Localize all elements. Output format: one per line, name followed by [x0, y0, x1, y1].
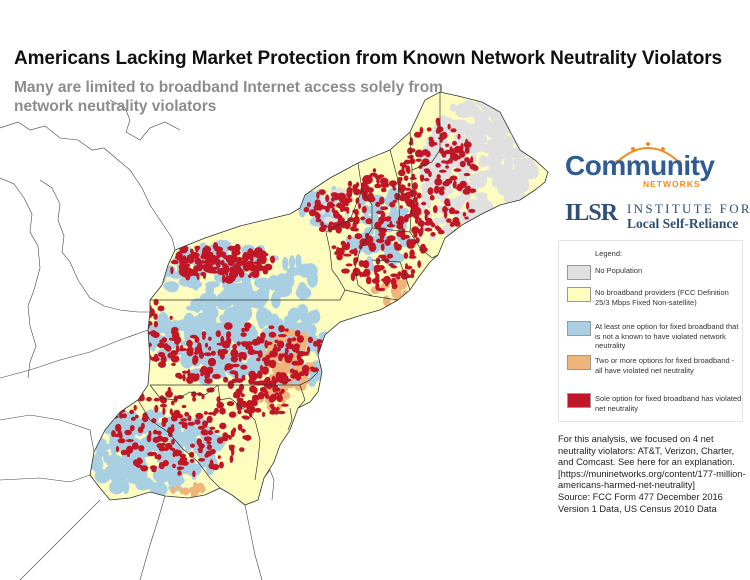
community-logo-word: Community: [565, 150, 715, 181]
legend-swatch: [567, 287, 591, 302]
legend-swatch: [567, 355, 591, 370]
legend-label: At least one option for fixed broadband …: [595, 322, 739, 350]
community-networks-logo: Community NETWORKS: [561, 142, 731, 190]
connectivity-arc-icon: [615, 142, 681, 164]
legend-label: Sole option for fixed broadband has viol…: [595, 394, 742, 413]
map-title: Americans Lacking Market Protection from…: [14, 48, 722, 69]
community-logo-sub: NETWORKS: [643, 179, 701, 189]
sole-violator-areas: [111, 117, 479, 478]
legend-label: No broadband providers (FCC Definition 2…: [595, 288, 729, 307]
neighbor-outlines: [0, 99, 275, 580]
legend-swatch: [567, 321, 591, 336]
map-legend: Legend: No Population No broadband provi…: [558, 240, 743, 422]
ilsr-logo-line1: INSTITUTE FOR: [627, 201, 750, 216]
ilsr-logo-mark: ILSR: [565, 200, 618, 226]
map-subtitle: Many are limited to broadband Internet a…: [14, 79, 443, 115]
state-borders: [137, 92, 441, 489]
ilsr-logo-line2: Local Self-Reliance: [627, 216, 739, 231]
analysis-note: For this analysis, we focused on 4 net n…: [558, 434, 746, 490]
legend-title: Legend:: [595, 249, 623, 258]
source-note: Source: FCC Form 477 December 2016 Versi…: [558, 492, 723, 514]
legend-swatch: [567, 265, 591, 280]
legend-label: Two or more options for fixed broadband …: [595, 356, 735, 375]
ilsr-logo: ILSR INSTITUTE FOR Local Self-Reliance: [561, 198, 750, 238]
legend-label: No Population: [595, 266, 643, 275]
legend-swatch: [567, 393, 591, 408]
